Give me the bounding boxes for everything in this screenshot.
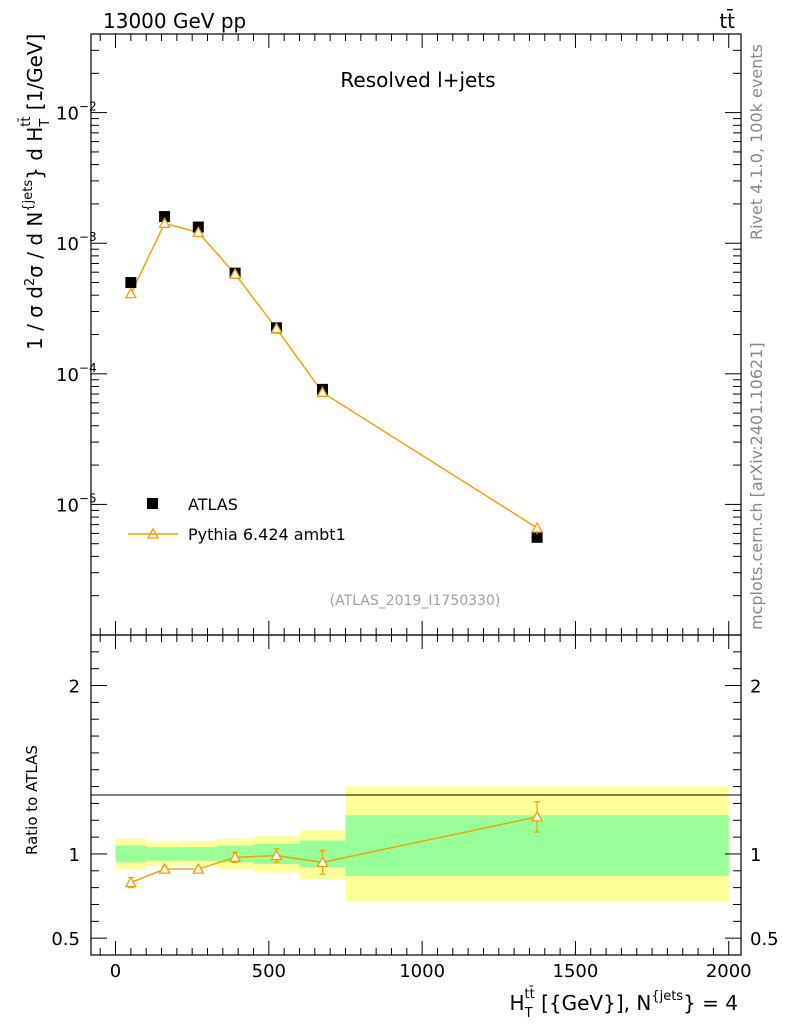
ratio-panel: 0.5 0.5 1 1 2 2 0 500 1000 1500 2000 Ratio to ATLA… <box>23 634 779 982</box>
pythia-data-point <box>124 287 137 299</box>
ratio-band-inner <box>179 847 217 861</box>
main-y-tick-exponent: −5 <box>79 491 97 505</box>
legend-atlas-marker <box>147 498 158 509</box>
main-y-tick-base: 10 <box>56 495 79 516</box>
ratio-tick-labels: 0.5 0.5 1 1 2 2 0 500 1000 1500 2000 <box>51 677 778 982</box>
analysis-id: (ATLAS_2019_I1750330) <box>330 593 501 609</box>
main-y-tick-labels: 10−510−410−310−2 <box>56 100 97 517</box>
main-y-tick-base: 10 <box>56 234 79 255</box>
x-tick-label: 1000 <box>399 961 445 982</box>
main-y-tick-label: 10−3 <box>56 230 97 255</box>
pythia-line <box>130 222 538 529</box>
x-tick-label: 1500 <box>553 961 599 982</box>
energy-label: 13000 GeV pp <box>103 9 246 33</box>
ratio-plot-content <box>124 801 544 889</box>
x-tick-label: 2000 <box>706 961 752 982</box>
x-tick-label: 500 <box>252 961 286 982</box>
atlas-data-point <box>531 531 543 543</box>
ratio-y-tick-label-left: 0.5 <box>51 929 80 950</box>
ratio-y-tick-label-right: 1 <box>750 845 761 866</box>
legend-pythia-label: Pythia 6.424 ambt1 <box>188 525 346 544</box>
ratio-axis-ticks <box>91 635 741 955</box>
legend-pythia-marker <box>146 527 160 539</box>
ratio-data-point <box>124 876 137 888</box>
ratio-y-tick-label-left: 1 <box>69 845 80 866</box>
main-panel: 10−510−410−310−2 Resolved l+jets (ATLAS_… <box>19 33 742 636</box>
pythia-data-point <box>192 226 205 238</box>
ratio-data-point <box>270 849 283 861</box>
ratio-data-point <box>228 850 242 862</box>
pythia-data-point <box>531 521 544 533</box>
ratio-data-point <box>192 862 205 874</box>
ratio-y-tick-label-right: 0.5 <box>750 929 779 950</box>
pythia-data-point <box>270 322 283 334</box>
ratio-data-point <box>316 856 329 868</box>
atlas-data-point <box>159 211 171 223</box>
ratio-data-point <box>531 810 544 822</box>
ratio-y-tick-label-right: 2 <box>750 677 761 698</box>
main-plot-content <box>124 211 544 543</box>
mcplots-source-text: mcplots.cern.ch [arXiv:2401.10621] <box>747 342 766 630</box>
pythia-data-point <box>316 386 329 398</box>
atlas-data-point <box>125 277 137 289</box>
main-y-tick-exponent: −2 <box>79 100 97 114</box>
ratio-plot-frame <box>90 634 742 956</box>
x-tick-label: 0 <box>110 961 121 982</box>
main-axis-ticks <box>91 33 741 636</box>
ratio-data-point <box>158 862 171 874</box>
ratio-band-inner <box>115 845 147 863</box>
rivet-version-text: Rivet 4.1.0, 100k events <box>747 44 766 240</box>
chart-title: Resolved l+jets <box>340 68 495 92</box>
main-y-tick-base: 10 <box>56 365 79 386</box>
main-y-tick-label: 10−4 <box>56 361 97 386</box>
main-y-tick-label: 10−2 <box>56 100 97 125</box>
legend: ATLAS Pythia 6.424 ambt1 <box>128 495 346 544</box>
process-label: tt̄ <box>719 8 735 33</box>
main-plot-frame <box>90 33 742 636</box>
main-y-axis-label: 1 / σ d2σ / d N{jets} d HTtt̄ [1/GeV] <box>19 34 53 350</box>
main-y-tick-exponent: −4 <box>79 361 97 375</box>
main-y-tick-label: 10−5 <box>56 491 97 516</box>
ratio-y-axis-label: Ratio to ATLAS <box>23 745 41 855</box>
legend-atlas-label: ATLAS <box>188 495 238 514</box>
ratio-uncertainty-bands <box>115 786 729 902</box>
pythia-data-point <box>158 216 171 228</box>
ratio-y-tick-label-left: 2 <box>69 677 80 698</box>
main-y-tick-base: 10 <box>56 104 79 125</box>
ratio-band-inner <box>146 847 180 861</box>
pythia-data-point <box>228 267 242 279</box>
x-axis-label: HTtt̄ [{GeV}], N{jets} = 4 <box>510 987 738 1021</box>
main-y-tick-exponent: −3 <box>79 230 97 244</box>
